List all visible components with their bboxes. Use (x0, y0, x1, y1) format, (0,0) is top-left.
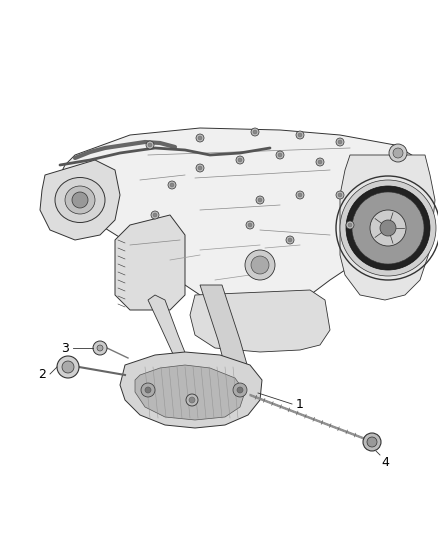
Circle shape (276, 151, 284, 159)
Circle shape (238, 158, 242, 162)
Circle shape (251, 128, 259, 136)
Circle shape (316, 158, 324, 166)
Circle shape (367, 437, 377, 447)
Circle shape (62, 361, 74, 373)
Polygon shape (40, 160, 120, 240)
Polygon shape (55, 128, 420, 310)
Circle shape (298, 133, 302, 137)
Circle shape (198, 136, 202, 140)
Circle shape (170, 183, 174, 187)
Circle shape (393, 148, 403, 158)
Circle shape (389, 144, 407, 162)
Circle shape (346, 221, 354, 229)
Circle shape (346, 186, 430, 270)
Circle shape (370, 210, 406, 246)
Circle shape (245, 250, 275, 280)
Circle shape (340, 180, 436, 276)
Circle shape (141, 383, 155, 397)
Circle shape (148, 143, 152, 147)
Polygon shape (115, 215, 185, 310)
Polygon shape (190, 290, 330, 352)
Circle shape (236, 156, 244, 164)
Circle shape (380, 220, 396, 236)
Circle shape (168, 181, 176, 189)
Polygon shape (340, 155, 435, 300)
Circle shape (57, 356, 79, 378)
Circle shape (363, 433, 381, 451)
Circle shape (298, 193, 302, 197)
Ellipse shape (65, 186, 95, 214)
Circle shape (278, 153, 282, 157)
Circle shape (251, 256, 269, 274)
Circle shape (248, 223, 252, 227)
Circle shape (153, 213, 157, 217)
Polygon shape (200, 285, 250, 385)
Circle shape (189, 397, 195, 403)
Circle shape (237, 387, 243, 393)
Circle shape (348, 223, 352, 227)
Ellipse shape (55, 177, 105, 222)
Circle shape (151, 211, 159, 219)
Circle shape (318, 160, 322, 164)
Circle shape (186, 394, 198, 406)
Circle shape (336, 191, 344, 199)
Circle shape (352, 192, 424, 264)
Circle shape (256, 196, 264, 204)
Circle shape (145, 387, 151, 393)
Circle shape (296, 131, 304, 139)
Circle shape (338, 140, 342, 144)
Polygon shape (148, 295, 200, 385)
Text: 3: 3 (61, 342, 69, 354)
Circle shape (288, 238, 292, 242)
Circle shape (233, 383, 247, 397)
Polygon shape (120, 352, 262, 428)
Circle shape (196, 164, 204, 172)
Circle shape (336, 138, 344, 146)
Text: 2: 2 (38, 367, 46, 381)
Circle shape (296, 191, 304, 199)
Circle shape (72, 192, 88, 208)
Circle shape (97, 345, 103, 351)
Text: 4: 4 (381, 456, 389, 470)
Circle shape (198, 166, 202, 170)
Circle shape (246, 221, 254, 229)
Circle shape (286, 236, 294, 244)
Circle shape (93, 341, 107, 355)
Circle shape (258, 198, 262, 202)
Circle shape (196, 134, 204, 142)
Polygon shape (135, 365, 245, 420)
Text: 1: 1 (296, 398, 304, 410)
Circle shape (338, 193, 342, 197)
Circle shape (253, 130, 257, 134)
Circle shape (146, 141, 154, 149)
